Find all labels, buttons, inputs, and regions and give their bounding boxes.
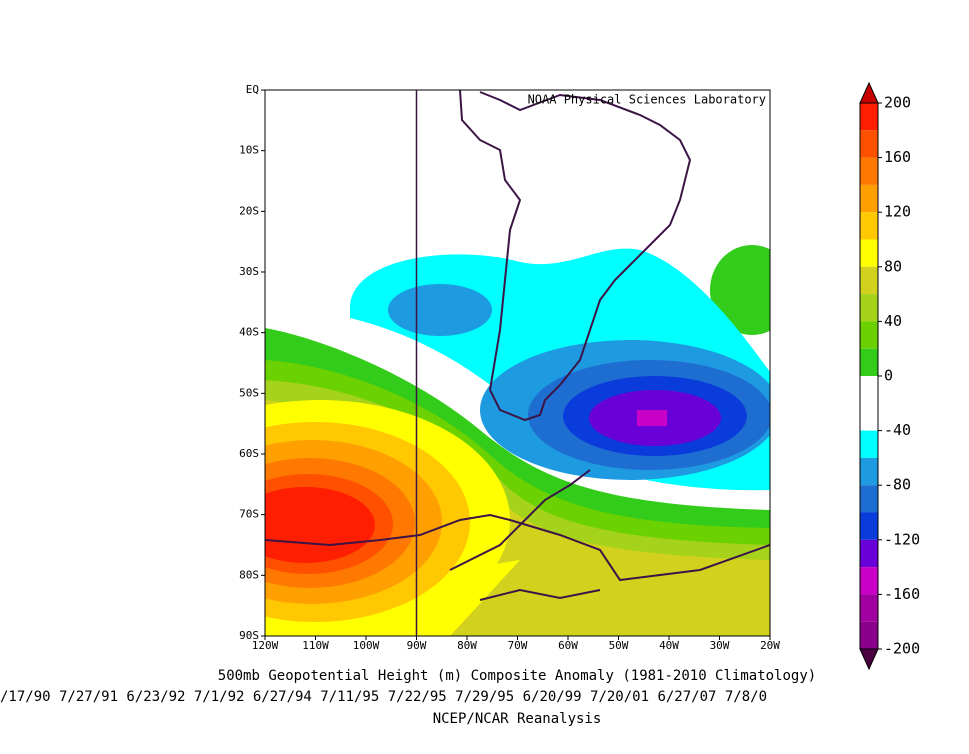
colorbar-segment	[860, 403, 878, 431]
colorbar-label: -160	[884, 585, 920, 603]
colorbar-extension	[859, 81, 879, 104]
colorbar-segment	[860, 539, 878, 568]
x-tick-label: 120W	[252, 639, 279, 652]
colorbar-segment	[860, 321, 878, 349]
y-tick-label: 70S	[239, 508, 259, 521]
dates: /17/90 7/27/91 6/23/92 7/1/92 6/27/94 7/…	[0, 689, 767, 705]
colorbar-label: 200	[884, 94, 911, 112]
y-tick-label: 50S	[239, 386, 259, 399]
colorbar-segment	[860, 184, 878, 213]
colorbar-label: 120	[884, 203, 911, 221]
colorbar-label: -120	[884, 530, 920, 548]
colorbar-segment	[860, 348, 878, 376]
y-tick-label: 80S	[239, 568, 259, 581]
x-tick-label: 50W	[609, 639, 629, 652]
source: NCEP/NCAR Reanalysis	[433, 711, 602, 727]
colorbar-segment	[860, 621, 878, 649]
y-tick-label: 30S	[239, 265, 259, 278]
colorbar-segment	[860, 457, 878, 486]
colorbar-label: 80	[884, 257, 902, 275]
colorbar-segment	[860, 103, 878, 131]
y-tick-label: 20S	[239, 204, 259, 217]
coastline	[265, 90, 770, 601]
colorbar-segment	[860, 512, 878, 540]
title: 500mb Geopotential Height (m) Composite …	[218, 668, 816, 684]
x-tick-label: 40W	[659, 639, 679, 652]
x-tick-label: 30W	[710, 639, 730, 652]
x-tick-label: 80W	[457, 639, 477, 652]
colorbar-segment	[860, 130, 878, 158]
colorbar-segment	[860, 294, 878, 322]
colorbar-segment	[860, 239, 878, 267]
colorbar-segment	[860, 212, 878, 240]
x-tick-label: 70W	[508, 639, 528, 652]
y-tick-label: 60S	[239, 447, 259, 460]
x-tick-label: 90W	[407, 639, 427, 652]
y-tick-label: EQ	[246, 83, 259, 96]
colorbar-segment	[860, 266, 878, 295]
colorbar-label: 0	[884, 367, 893, 385]
x-tick-label: 110W	[302, 639, 329, 652]
y-tick-label: 10S	[239, 144, 259, 157]
x-tick-label: 60W	[558, 639, 578, 652]
colorbar-segment	[860, 157, 878, 185]
anomaly-field	[265, 90, 770, 636]
colorbar-label: 40	[884, 312, 902, 330]
colorbar-label: -80	[884, 476, 911, 494]
colorbar-extension	[859, 648, 879, 671]
y-tick-label: 90S	[239, 629, 259, 642]
credit: NOAA Physical Sciences Laboratory	[528, 93, 766, 107]
x-tick-label: 20W	[760, 639, 780, 652]
colorbar-segment	[860, 485, 878, 513]
y-tick-label: 40S	[239, 326, 259, 339]
colorbar-label: -200	[884, 640, 920, 658]
colorbar-label: 160	[884, 148, 911, 166]
colorbar-segment	[860, 376, 878, 404]
colorbar-label: -40	[884, 421, 911, 439]
colorbar-segment	[860, 567, 878, 595]
colorbar-segment	[860, 594, 878, 622]
colorbar-segment	[860, 430, 878, 458]
x-tick-label: 100W	[353, 639, 380, 652]
